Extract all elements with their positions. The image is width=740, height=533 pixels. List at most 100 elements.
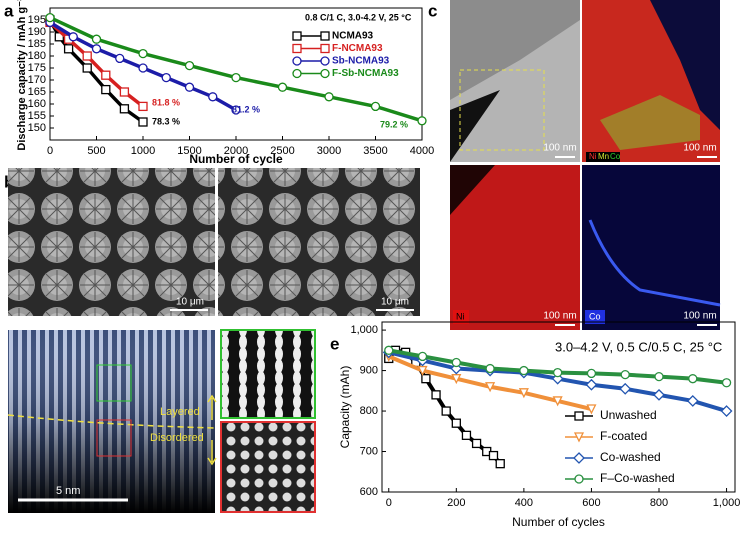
- x-tick-label: 0: [386, 497, 392, 509]
- marker: [417, 116, 427, 126]
- marker: [451, 418, 461, 428]
- y-tick-label: 190: [28, 26, 46, 38]
- legend-marker: [292, 31, 302, 41]
- scale-label: 100 nm: [683, 311, 716, 322]
- y-axis-label: Capacity (mAh): [338, 366, 352, 449]
- marker: [488, 450, 499, 461]
- marker: [620, 369, 630, 380]
- marker: [461, 430, 472, 440]
- sem-image: [8, 168, 215, 316]
- x-tick-label: 600: [582, 497, 600, 509]
- legend-box: [453, 310, 469, 324]
- arrow: [207, 394, 217, 466]
- annotation: 81.2 %: [232, 104, 260, 114]
- marker: [231, 105, 241, 115]
- marker: [101, 70, 111, 80]
- y-tick-label: 180: [28, 50, 46, 62]
- legend-label: Co-washed: [600, 450, 661, 464]
- legend-marker: [320, 56, 330, 66]
- x-axis-label: Number of cycle: [189, 152, 283, 166]
- y-tick-label: 600: [360, 486, 378, 498]
- marker: [161, 72, 171, 83]
- co-layer: [588, 219, 721, 307]
- legend-label: F-NCMA93: [332, 43, 383, 54]
- marker: [82, 63, 92, 73]
- marker: [82, 51, 92, 61]
- legend-marker: [574, 474, 584, 484]
- annotation: 79.2 %: [380, 119, 408, 129]
- marker: [45, 12, 55, 23]
- scale-label: 10 μm: [176, 297, 204, 308]
- element-label: Ni: [456, 311, 465, 321]
- y-tick-label: 700: [360, 445, 378, 457]
- y-tick-label: 185: [28, 38, 46, 50]
- marker: [586, 368, 597, 379]
- y-tick-label: 155: [28, 110, 46, 122]
- x-tick-label: 400: [515, 497, 533, 509]
- marker: [324, 92, 334, 102]
- marker: [138, 117, 148, 127]
- y-tick-label: 170: [28, 74, 46, 86]
- y-tick-label: 150: [28, 122, 46, 134]
- panel-label: e: [330, 334, 339, 353]
- marker: [431, 390, 441, 400]
- marker: [518, 388, 529, 399]
- marker: [485, 382, 496, 393]
- legend-label: F-coated: [600, 429, 647, 443]
- scale-bars: 100 nm 100 nm 100 nm 100 nm: [543, 143, 717, 326]
- eds-map: [450, 165, 580, 330]
- marker: [91, 44, 102, 54]
- marker: [417, 351, 428, 362]
- x-tick-label: 800: [650, 497, 668, 509]
- sem-image: [218, 168, 420, 316]
- legend-marker: [292, 68, 302, 79]
- x-tick-label: 1000: [131, 145, 155, 157]
- legend-marker: [292, 43, 302, 54]
- marker: [421, 374, 431, 384]
- legend-label: NCMA93: [332, 31, 374, 42]
- background: [650, 0, 720, 130]
- y-tick-label: 900: [360, 364, 378, 376]
- marker: [519, 365, 529, 376]
- marker: [688, 374, 698, 384]
- marker: [654, 371, 664, 382]
- x-tick-label: 200: [447, 497, 465, 509]
- legend-marker: [292, 56, 302, 66]
- legend-marker: [320, 31, 330, 41]
- marker: [119, 104, 130, 114]
- annotation: 0.8 C/1 C, 3.0-4.2 V, 25 °C: [305, 12, 412, 22]
- roi-box: [459, 69, 545, 151]
- marker: [552, 396, 563, 407]
- marker: [451, 374, 462, 385]
- marker: [231, 72, 241, 83]
- inset-layered: [220, 329, 316, 419]
- marker: [471, 438, 482, 449]
- marker: [720, 405, 733, 417]
- panel-label: a: [4, 1, 14, 20]
- marker: [277, 82, 288, 92]
- marker: [138, 48, 148, 59]
- marker: [91, 34, 102, 44]
- element-label: Mn: [598, 152, 609, 161]
- background: [450, 165, 495, 215]
- y-tick-label: 160: [28, 98, 46, 110]
- legend-marker: [573, 432, 585, 443]
- legend-marker: [320, 68, 330, 79]
- legend-label: Sb-NCMA93: [332, 56, 390, 67]
- x-tick-label: 500: [87, 145, 105, 157]
- legend-label: F-Sb-NCMA93: [332, 68, 399, 79]
- shading: [8, 330, 215, 513]
- legend-marker: [320, 43, 330, 54]
- marker: [101, 84, 111, 95]
- eds-region: [600, 95, 700, 150]
- eds-map: [582, 165, 720, 330]
- y-axis-label: Discharge capacity / mAh g⁻¹: [16, 0, 28, 151]
- marker: [585, 378, 598, 391]
- x-tick-label: 2000: [224, 145, 248, 157]
- marker: [721, 378, 732, 388]
- element-label: Co: [589, 311, 601, 321]
- y-tick-label: 195: [28, 14, 46, 26]
- annotation: 81.8 %: [152, 97, 180, 107]
- x-tick-label: 1,000: [713, 497, 740, 509]
